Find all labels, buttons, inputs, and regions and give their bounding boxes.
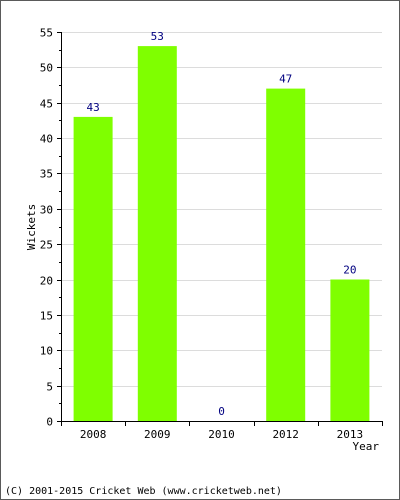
data-label-2012: 47 (279, 73, 292, 86)
x-axis-label: Year (353, 440, 380, 453)
y-tick-labels: 0 5 10 15 20 25 30 35 40 45 50 55 (40, 27, 53, 429)
x-tick-label-2008: 2008 (80, 428, 107, 441)
data-label-2010: 0 (218, 405, 225, 418)
bar-2009 (137, 46, 177, 421)
data-label-2013: 20 (343, 264, 356, 277)
grid-lines (61, 32, 382, 387)
bars (73, 46, 370, 422)
data-label-2008: 43 (86, 101, 99, 114)
x-tick-label-2012: 2012 (272, 428, 299, 441)
y-tick-label-40: 40 (40, 133, 53, 146)
y-tick-label-30: 30 (40, 204, 53, 217)
x-tick-labels: 2008 2009 2010 2012 2013 (80, 428, 363, 441)
data-label-2009: 53 (151, 30, 164, 43)
y-tick-label-20: 20 (40, 275, 53, 288)
x-tick-label-2010: 2010 (208, 428, 235, 441)
y-tick-label-5: 5 (46, 381, 53, 394)
y-tick-label-10: 10 (40, 345, 53, 358)
y-tick-label-35: 35 (40, 168, 53, 181)
data-labels: 43 53 0 47 20 (86, 30, 356, 418)
x-tick-label-2013: 2013 (337, 428, 364, 441)
axes (57, 32, 383, 426)
x-tick-label-2009: 2009 (144, 428, 171, 441)
y-tick-label-55: 55 (40, 27, 53, 40)
y-tick-label-25: 25 (40, 239, 53, 252)
y-tick-label-50: 50 (40, 62, 53, 75)
y-tick-label-15: 15 (40, 310, 53, 323)
bar-2013 (330, 279, 370, 421)
y-tick-label-45: 45 (40, 98, 53, 111)
copyright-footer: (C) 2001-2015 Cricket Web (www.cricketwe… (5, 486, 282, 497)
bar-2012 (266, 88, 306, 421)
y-axis-label: Wickets (25, 204, 38, 250)
y-tick-label-0: 0 (46, 416, 53, 429)
bar-2008 (73, 116, 113, 422)
